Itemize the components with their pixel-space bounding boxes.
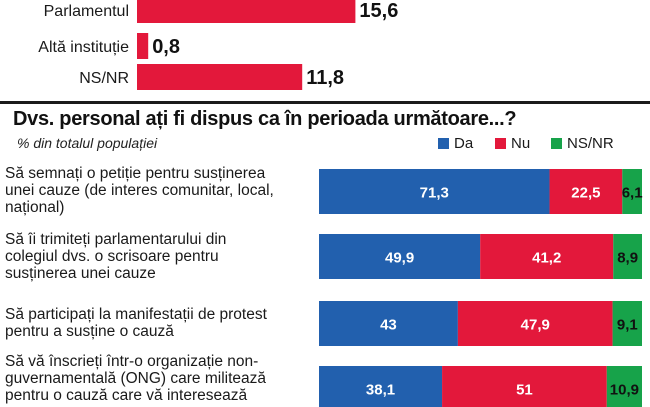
legend-swatch-nu [495,138,506,149]
top-bar [137,0,356,23]
legend-item-da: Da [438,135,473,152]
stacked-bar-segment [622,169,642,214]
top-value-label: 11,8 [306,67,344,89]
stacked-bar-segment [319,169,550,214]
top-category-label: Parlamentul [44,3,129,20]
top-value-label: 0,8 [152,36,180,58]
stacked-bar-segment [613,234,642,279]
legend-label-da: Da [454,135,474,152]
stacked-bar-segment [319,366,443,407]
segment-value-label: 49,9 [385,250,414,267]
stacked-bar-segment [442,366,607,407]
segment-value-label: 6,1 [622,185,643,202]
stacked-bar-segment [606,366,642,407]
segment-value-label: 8,9 [617,250,638,267]
segment-value-label: 10,9 [610,382,639,399]
segment-value-label: 22,5 [571,185,600,202]
top-category-label: NS/NR [79,70,129,87]
top-bar [137,33,149,59]
top-value-label: 15,6 [359,0,398,22]
stacked-bar-segment [319,234,481,279]
stacked-bar-segment [612,301,642,346]
legend-label-nsnr: NS/NR [567,135,614,152]
segment-value-label: 43 [380,317,397,334]
chart-title: Dvs. personal ați fi dispus ca în perioa… [13,108,517,130]
legend-swatch-da [438,138,449,149]
question-label: Să participați la manifestații de protes… [5,306,267,340]
legend-label-nu: Nu [511,135,531,152]
stacked-bar-segment [319,301,458,346]
question-label: Să vă înscrieți într-o organizație non-g… [5,353,267,404]
top-bar [137,64,303,90]
segment-value-label: 47,9 [521,317,550,334]
chart-subtitle: % din totalul populației [17,135,158,151]
segment-value-label: 71,3 [420,185,449,202]
segment-value-label: 9,1 [617,317,638,334]
stacked-bar-segment [480,234,614,279]
segment-value-label: 38,1 [366,382,395,399]
top-category-label: Altă instituție [38,39,129,56]
top-bar-chart: Parlamentul 15,6 Altă instituție 0,8 NS/NR 11… [38,0,398,90]
stacked-bar-segment [457,301,613,346]
segment-value-label: 41,2 [532,250,561,267]
question-label: Să îi trimiteți parlamentarului din coleg… [5,231,227,282]
question-label: Să semnați o petiție pentru susținerea un… [5,165,274,216]
section-divider [0,101,650,104]
legend-item-nu: Nu [495,135,530,152]
stacked-bar-segment [549,169,623,214]
legend-item-nsnr: NS/NR [551,135,614,152]
legend-swatch-nsnr [551,138,562,149]
segment-value-label: 51 [516,382,533,399]
